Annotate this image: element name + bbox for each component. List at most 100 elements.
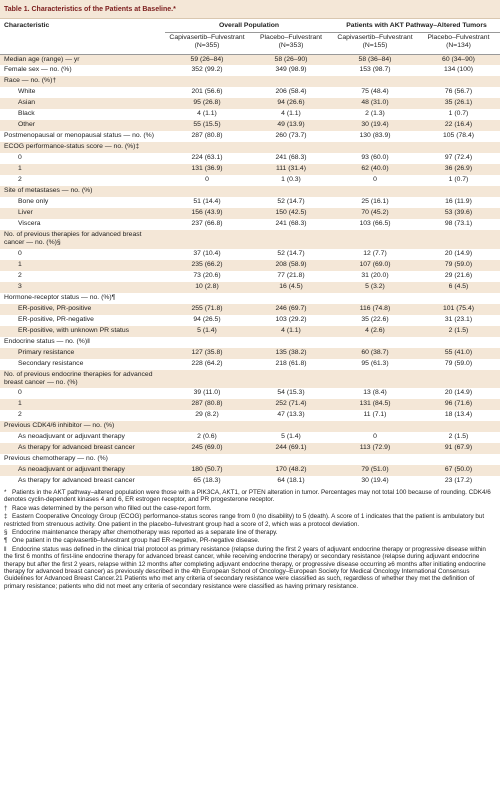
footnote: * Patients in the AKT pathway–altered pop… [4,489,496,504]
row-value [417,454,500,465]
row-value [333,369,417,388]
row-value: 49 (13.9) [249,120,333,132]
row-value [417,293,500,304]
row-value [249,454,333,465]
row-label: 0 [18,249,22,257]
row-value [333,142,417,154]
row-value: 25 (16.1) [361,198,389,206]
row-label: Asian [0,98,165,110]
row-value: 4 (2.6) [333,325,417,337]
row-value: 30 (19.4) [361,476,389,484]
row-label: 2 [18,271,22,279]
row-value [249,142,333,154]
footnote-text: One patient in the capivasertib–fulvestr… [12,537,260,545]
row-value: 55 (41.0) [417,347,500,359]
row-value: 93 (60.0) [361,154,389,162]
row-label: No. of previous endocrine therapies for … [0,369,165,388]
row-value: 94 (26.5) [193,315,221,323]
row-label: No. of previous therapies for advanced b… [0,230,165,249]
row-label: 1 [0,398,165,410]
baseline-characteristics-table: Characteristic Overall Population Patien… [0,19,500,487]
row-label: 2 [18,410,22,418]
row-value: 4 (1.1) [281,110,301,118]
table-row: 1 287 (80.8) 252 (71.4) 131 (84.5) 96 (71.6) [0,398,500,410]
row-value: 2 (1.3) [365,110,385,118]
row-value: 287 (80.8) [191,132,223,140]
row-label: Bone only [18,198,49,206]
row-value [417,186,500,198]
header-characteristic: Characteristic [4,22,50,29]
table-row: ER-positive, with unknown PR status 5 (1.… [0,325,500,337]
table-row: Secondary resistance 228 (64.2) 218 (61.8)… [0,359,500,370]
table-row: Asian 95 (26.8) 94 (26.6) 48 (31.0) 35 (26.1… [0,98,500,110]
row-value: 67 (50.0) [417,464,500,476]
table-body: Median age (range) — yr 59 (26–84) 58 (26–… [0,54,500,487]
row-value: 5 (1.4) [165,325,249,337]
row-value: 2 (1.5) [448,432,469,440]
row-value: 31 (23.1) [444,315,473,323]
row-value: 64 (18.1) [277,476,305,484]
row-value: 0 [373,176,377,184]
row-value: 77 (21.8) [277,271,305,279]
row-value: 22 (16.4) [417,120,500,132]
row-value: 135 (38.2) [249,347,333,359]
table-row: 2 73 (20.6) 77 (21.8) 31 (20.0) 29 (21.6) [0,271,500,282]
row-value: 6 (4.5) [417,281,500,293]
row-value: 349 (98.9) [275,66,307,74]
row-value: 20 (14.9) [444,249,473,257]
row-value: 60 (38.7) [333,347,417,359]
row-value: 170 (48.2) [249,464,333,476]
row-value: 37 (10.4) [193,249,221,257]
table-row: 0 224 (63.1) 241 (68.3) 93 (60.0) 97 (72.4) [0,153,500,164]
row-value: 127 (35.8) [165,347,249,359]
row-value [333,76,417,88]
row-label: Postmenopausal or menopausal status — no… [4,132,154,140]
row-label: Viscera [18,220,41,228]
row-value [417,337,500,348]
row-value: 206 (58.4) [275,88,307,96]
row-value: 130 (83.9) [359,132,391,140]
row-value: 244 (69.1) [249,442,333,454]
row-value: 352 (99.2) [191,66,223,74]
row-value: 12 (7.7) [363,249,387,257]
row-value: 4 (1.1) [249,325,333,337]
table-footnotes: * Patients in the AKT pathway–altered pop… [0,487,500,590]
row-label: Liver [0,208,165,220]
row-value: 11 (7.1) [363,410,387,418]
row-label: ER-positive, with unknown PR status [0,325,165,337]
footnote-text: Race was determined by the person who fi… [12,504,212,512]
row-value [165,454,249,465]
row-value: 48 (31.0) [333,98,417,110]
row-value: 16 (11.9) [445,198,472,206]
row-label: Other [0,120,165,132]
row-label: 1 [0,164,165,176]
footnote: ‡ Eastern Cooperative Oncology Group (ECO… [4,513,496,528]
row-value: 29 (21.6) [444,271,473,279]
row-value [249,337,333,348]
header-blank [0,32,165,55]
row-value [417,420,500,432]
row-value: 98 (73.1) [444,220,473,228]
row-value: 35 (22.6) [361,315,389,323]
header-col-4: Placebo–Fulvestrant (N=134) [417,32,500,55]
footnote-mark: * [4,488,7,496]
table-row: 2 0 1 (0.3) 0 1 (0.7) [0,175,500,186]
row-value [165,142,249,154]
row-value: 111 (31.4) [249,164,333,176]
row-label: 0 [18,154,22,162]
row-value: 134 (100) [443,66,474,74]
row-value: 94 (26.6) [249,98,333,110]
row-value: 16 (4.5) [249,281,333,293]
table-row: White 201 (56.6) 206 (58.4) 75 (48.4) 76 (56… [0,87,500,98]
row-label: 0 [18,388,22,396]
row-value: 51 (14.4) [193,198,221,206]
row-label: As therapy for advanced breast cancer [18,476,135,484]
row-value: 29 (8.2) [195,410,219,418]
row-value: 52 (14.7) [277,249,305,257]
row-label: 1 [0,259,165,271]
row-value [333,186,417,198]
row-label: ER-positive, PR-positive [0,303,165,315]
footnote-mark: ‖ [4,545,7,553]
row-value: 1 (0.3) [281,176,301,184]
